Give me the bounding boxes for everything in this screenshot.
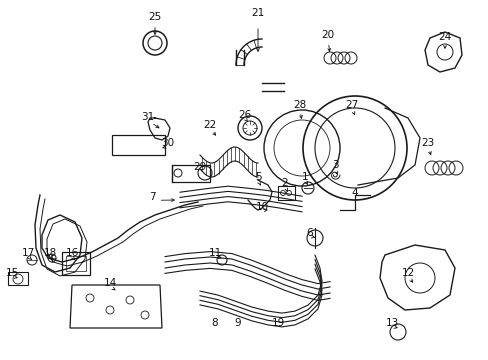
Text: 30: 30: [161, 138, 174, 148]
Text: 22: 22: [203, 120, 216, 130]
Text: 20: 20: [321, 30, 334, 40]
Text: 24: 24: [437, 32, 451, 42]
Text: 10: 10: [255, 202, 268, 212]
Text: 11: 11: [208, 248, 221, 258]
Text: 4: 4: [351, 188, 358, 198]
Text: 31: 31: [141, 112, 154, 122]
Text: 12: 12: [401, 268, 414, 278]
Text: 25: 25: [148, 12, 162, 22]
Text: 1: 1: [301, 172, 307, 182]
Text: 26: 26: [238, 110, 251, 120]
Text: 5: 5: [254, 172, 261, 182]
Text: 27: 27: [345, 100, 358, 110]
Text: 16: 16: [65, 248, 79, 258]
Text: 8: 8: [211, 318, 218, 328]
Text: 18: 18: [43, 248, 57, 258]
Text: 6: 6: [306, 228, 313, 238]
Text: 2: 2: [281, 178, 288, 188]
Text: 28: 28: [293, 100, 306, 110]
Text: 15: 15: [5, 268, 19, 278]
Text: 3: 3: [331, 160, 338, 170]
Text: 19: 19: [271, 318, 284, 328]
Text: 9: 9: [234, 318, 241, 328]
Text: 14: 14: [103, 278, 116, 288]
Text: 13: 13: [385, 318, 398, 328]
Text: 21: 21: [251, 8, 264, 18]
Text: 29: 29: [193, 162, 206, 172]
Text: 17: 17: [21, 248, 35, 258]
Text: 23: 23: [421, 138, 434, 148]
Text: 7: 7: [148, 192, 155, 202]
